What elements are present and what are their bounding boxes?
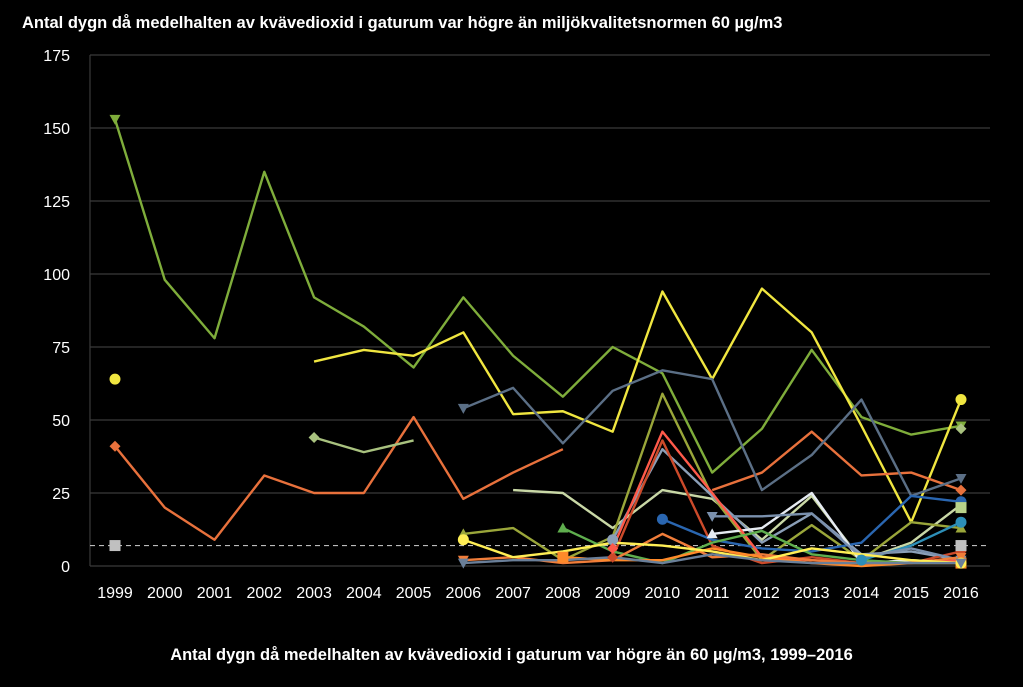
data-point bbox=[955, 502, 967, 514]
data-point bbox=[955, 423, 967, 435]
x-tick-label: 2006 bbox=[446, 585, 482, 602]
y-tick-label: 125 bbox=[43, 194, 70, 211]
series-line-0 bbox=[113, 118, 962, 474]
data-point bbox=[109, 540, 121, 552]
x-tick-label: 2001 bbox=[197, 585, 233, 602]
data-point bbox=[955, 484, 967, 496]
series-lines bbox=[113, 118, 963, 568]
x-tick-label: 2014 bbox=[844, 585, 880, 602]
data-point bbox=[109, 440, 121, 452]
grid-lines bbox=[89, 54, 990, 567]
data-point bbox=[955, 474, 967, 484]
data-point bbox=[955, 516, 967, 528]
series-line-4 bbox=[462, 369, 962, 498]
x-axis-ticks: 1999 2000 2001 2002 2003 2004 2005 2006 2007 2008… bbox=[97, 585, 979, 602]
data-point bbox=[955, 394, 967, 406]
data-point bbox=[607, 551, 619, 563]
series-line-9 bbox=[661, 494, 962, 553]
x-tick-label: 2000 bbox=[147, 585, 183, 602]
y-tick-label: 100 bbox=[43, 267, 70, 284]
x-tick-label: 2008 bbox=[545, 585, 581, 602]
data-point bbox=[855, 554, 867, 566]
data-point bbox=[656, 513, 668, 525]
data-point bbox=[557, 551, 569, 563]
data-point bbox=[109, 114, 121, 125]
data-point bbox=[457, 403, 469, 414]
data-point bbox=[607, 534, 619, 546]
x-tick-label: 2010 bbox=[645, 585, 681, 602]
x-tick-label: 2004 bbox=[346, 585, 382, 602]
x-tick-label: 2012 bbox=[744, 585, 780, 602]
series-line-18 bbox=[463, 553, 961, 565]
chart-title: Antal dygn då medelhalten av kvävedioxid… bbox=[22, 14, 783, 32]
y-axis-ticks: 0 25 50 75 100 125 150 175 bbox=[43, 48, 70, 576]
y-tick-label: 150 bbox=[43, 121, 70, 138]
x-tick-label: 2016 bbox=[943, 585, 979, 602]
data-point bbox=[109, 373, 121, 385]
x-tick-label: 2003 bbox=[296, 585, 332, 602]
data-point bbox=[308, 432, 320, 444]
x-tick-label: 2015 bbox=[893, 585, 929, 602]
y-tick-label: 175 bbox=[43, 48, 70, 65]
series-line-12 bbox=[712, 512, 962, 562]
data-point bbox=[557, 522, 569, 533]
y-tick-label: 25 bbox=[52, 486, 70, 503]
x-tick-label: 2009 bbox=[595, 585, 631, 602]
data-point bbox=[955, 540, 967, 552]
series-line-2 bbox=[711, 430, 962, 492]
data-point bbox=[607, 542, 619, 554]
y-tick-label: 75 bbox=[52, 340, 70, 357]
y-tick-label: 50 bbox=[52, 413, 70, 430]
x-tick-label: 2007 bbox=[495, 585, 531, 602]
chart-caption: Antal dygn då medelhalten av kvävedioxid… bbox=[170, 646, 853, 664]
series-line-2 bbox=[114, 415, 564, 541]
data-point bbox=[706, 511, 718, 522]
data-point bbox=[457, 534, 469, 546]
data-point bbox=[706, 528, 718, 539]
y-tick-label: 0 bbox=[61, 559, 70, 576]
x-tick-label: 2013 bbox=[794, 585, 830, 602]
series-markers bbox=[109, 114, 967, 569]
x-tick-label: 1999 bbox=[97, 585, 133, 602]
data-point bbox=[955, 558, 967, 569]
data-point bbox=[457, 558, 469, 569]
series-line-3 bbox=[313, 436, 414, 454]
x-tick-label: 2002 bbox=[246, 585, 282, 602]
x-tick-label: 2011 bbox=[695, 585, 730, 602]
x-tick-label: 2005 bbox=[396, 585, 432, 602]
series-line-17 bbox=[462, 538, 962, 565]
